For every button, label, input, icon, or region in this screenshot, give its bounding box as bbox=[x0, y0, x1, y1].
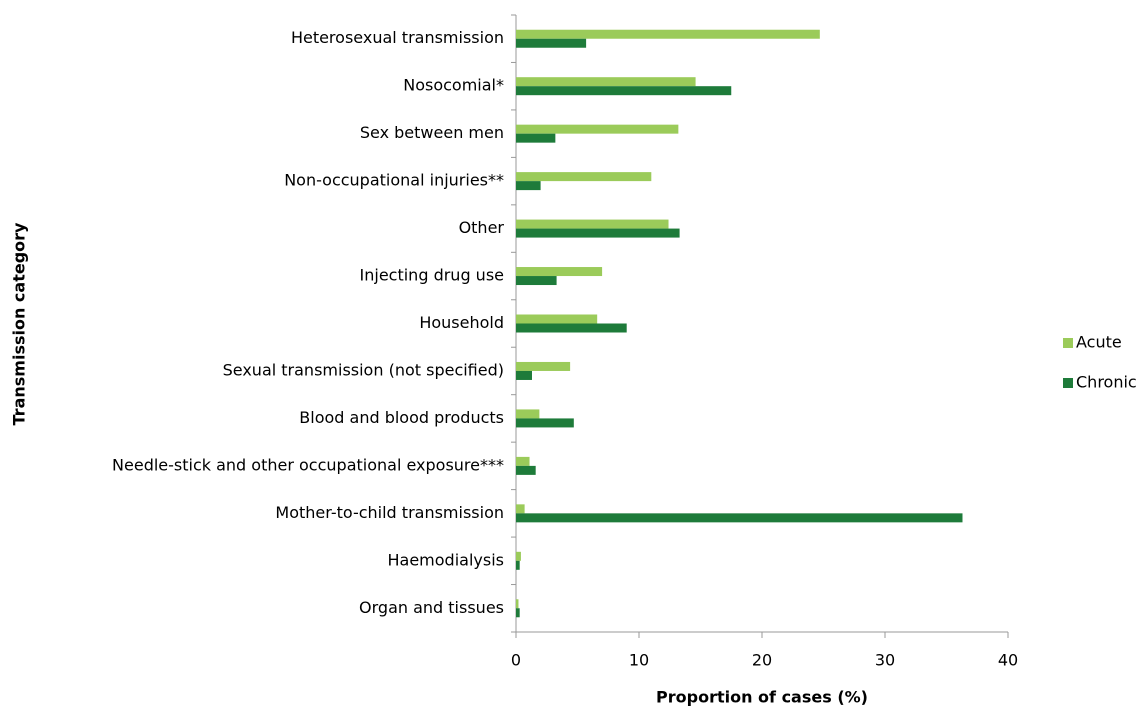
bar bbox=[516, 323, 627, 333]
y-tick-label: Non-occupational injuries** bbox=[284, 171, 504, 190]
x-tick-label: 0 bbox=[511, 651, 521, 670]
bar bbox=[516, 599, 519, 609]
bar bbox=[516, 86, 732, 96]
y-tick-label: Needle-stick and other occupational expo… bbox=[112, 455, 504, 474]
x-tick-label: 40 bbox=[998, 651, 1018, 670]
legend-label: Acute bbox=[1076, 333, 1122, 352]
y-tick-label: Haemodialysis bbox=[388, 550, 505, 569]
x-tick-label: 30 bbox=[875, 651, 895, 670]
y-tick-label: Household bbox=[419, 313, 504, 332]
y-tick-label: Organ and tissues bbox=[359, 598, 504, 617]
bar bbox=[516, 133, 556, 143]
bar bbox=[516, 608, 520, 618]
legend-swatch bbox=[1063, 338, 1073, 348]
y-tick-label: Sex between men bbox=[360, 123, 504, 142]
bar bbox=[516, 456, 530, 466]
bar bbox=[516, 77, 696, 87]
y-tick-label: Sexual transmission (not specified) bbox=[223, 360, 504, 379]
bar bbox=[516, 228, 680, 238]
y-tick-label: Blood and blood products bbox=[299, 408, 504, 427]
bar bbox=[516, 124, 679, 134]
y-tick-label: Heterosexual transmission bbox=[291, 28, 504, 47]
bar bbox=[516, 181, 541, 191]
bar bbox=[516, 504, 525, 514]
y-tick-label: Injecting drug use bbox=[360, 266, 504, 285]
bar bbox=[516, 361, 571, 371]
bar bbox=[516, 267, 603, 277]
bar bbox=[516, 551, 521, 561]
bar bbox=[516, 219, 669, 229]
bar bbox=[516, 370, 532, 380]
bar bbox=[516, 513, 963, 523]
bar bbox=[516, 172, 652, 182]
y-tick-label: Nosocomial* bbox=[403, 76, 504, 95]
bar bbox=[516, 418, 574, 428]
bar bbox=[516, 29, 820, 39]
x-tick-label: 10 bbox=[629, 651, 649, 670]
y-tick-label: Other bbox=[459, 218, 505, 237]
bar bbox=[516, 409, 540, 419]
bar bbox=[516, 314, 598, 324]
bar bbox=[516, 276, 557, 286]
bar bbox=[516, 465, 536, 475]
y-axis-label: Transmission category bbox=[10, 222, 29, 426]
legend-label: Chronic bbox=[1076, 373, 1137, 392]
bar bbox=[516, 560, 520, 570]
x-axis-label: Proportion of cases (%) bbox=[656, 688, 868, 707]
x-tick-label: 20 bbox=[752, 651, 772, 670]
y-tick-label: Mother-to-child transmission bbox=[275, 503, 504, 522]
bar bbox=[516, 38, 587, 48]
legend-swatch bbox=[1063, 378, 1073, 388]
